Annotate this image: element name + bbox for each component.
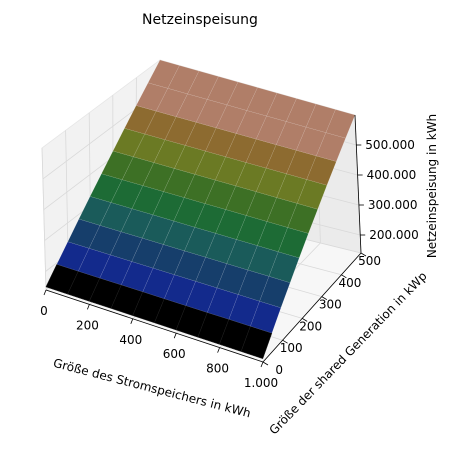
x-tick bbox=[217, 347, 220, 353]
y-tick-label: 200 bbox=[299, 319, 322, 333]
y-tick bbox=[341, 274, 347, 279]
y-tick bbox=[282, 339, 288, 344]
y-tick bbox=[301, 318, 308, 322]
z-tick-label: 400.000 bbox=[367, 168, 417, 182]
tick-labels: 02004006008001.0000100200300400500200.00… bbox=[40, 138, 419, 390]
z-tick-label: 200.000 bbox=[369, 228, 419, 242]
surface-plot bbox=[45, 59, 356, 360]
y-tick-label: 300 bbox=[319, 298, 342, 312]
y-tick bbox=[321, 296, 328, 300]
x-tick-label: 200 bbox=[76, 318, 99, 332]
z-axis-label: Netzeinspeisung in kWh bbox=[425, 114, 439, 258]
x-tick bbox=[43, 289, 47, 296]
chart-title: Netzeinspeisung bbox=[142, 12, 258, 28]
x-tick-label: 400 bbox=[119, 333, 142, 347]
y-tick-label: 100 bbox=[280, 341, 303, 355]
x-tick-label: 800 bbox=[206, 362, 229, 376]
z-tick-label: 300.000 bbox=[368, 198, 418, 212]
y-tick-label: 0 bbox=[275, 363, 283, 377]
z-tick-label: 500.000 bbox=[365, 138, 415, 152]
x-tick bbox=[130, 318, 134, 324]
y-axis-line bbox=[262, 252, 362, 363]
x-tick-label: 1.000 bbox=[244, 376, 278, 390]
z-axis-line bbox=[354, 114, 362, 254]
y-tick bbox=[360, 252, 367, 257]
x-tick bbox=[173, 333, 177, 339]
x-tick-label: 600 bbox=[163, 347, 186, 361]
x-tick bbox=[260, 361, 264, 368]
axes bbox=[43, 114, 367, 368]
y-tick bbox=[262, 361, 269, 366]
x-tick-label: 0 bbox=[40, 304, 48, 318]
x-tick bbox=[87, 304, 90, 310]
x-axis-line bbox=[45, 289, 264, 363]
y-tick-label: 400 bbox=[338, 276, 361, 290]
y-tick-label: 500 bbox=[358, 254, 381, 268]
